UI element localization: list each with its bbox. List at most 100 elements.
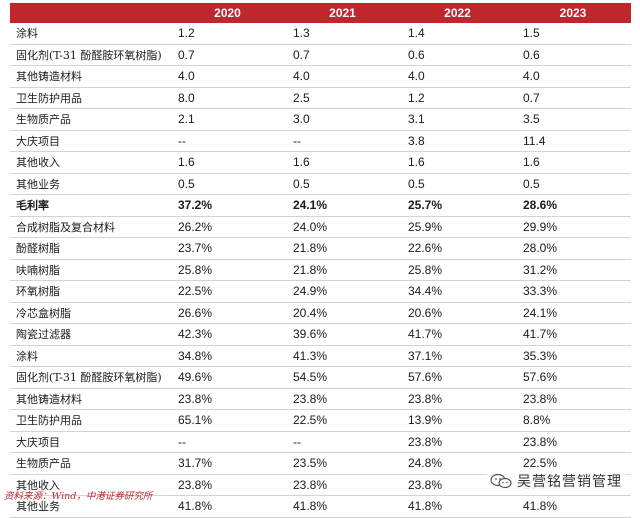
header-year-2021: 2021 bbox=[329, 6, 356, 20]
table-row: 环氧树脂 22.5% 24.9% 34.4% 33.3% bbox=[10, 281, 631, 303]
table-header: 2020 2021 2022 2023 bbox=[10, 3, 631, 23]
row-value: 1.2 bbox=[408, 90, 425, 105]
row-label: 大庆项目 bbox=[16, 435, 60, 449]
row-value: 28.0% bbox=[523, 241, 558, 256]
row-value: 28.6% bbox=[523, 198, 558, 213]
row-value: 41.7% bbox=[523, 327, 558, 342]
row-value: 1.5 bbox=[523, 26, 540, 41]
row-value: 23.8% bbox=[523, 434, 558, 449]
row-value: 23.8% bbox=[293, 391, 328, 406]
header-label-cell bbox=[10, 3, 170, 23]
row-value: 4.0 bbox=[523, 69, 540, 84]
row-label: 涂料 bbox=[16, 27, 38, 41]
row-value: 0.5 bbox=[408, 176, 425, 191]
row-value: 23.7% bbox=[178, 241, 213, 256]
row-value: 1.4 bbox=[408, 26, 425, 41]
row-value: 41.8% bbox=[523, 499, 558, 514]
row-value: 24.0% bbox=[293, 219, 328, 234]
row-label: 环氧树脂 bbox=[16, 285, 60, 299]
row-value: 24.9% bbox=[293, 284, 328, 299]
row-value: 41.8% bbox=[293, 499, 328, 514]
row-value: 24.1% bbox=[523, 305, 558, 320]
header-year-2020: 2020 bbox=[214, 6, 241, 20]
table-row: 涂料 34.8% 41.3% 37.1% 35.3% bbox=[10, 346, 631, 367]
source-note: 资料来源：Wind，中港证券研究所 bbox=[4, 491, 153, 502]
row-value: 31.2% bbox=[523, 262, 558, 277]
row-value: 1.6 bbox=[293, 155, 310, 170]
table-row: 陶瓷过滤器 42.3% 39.6% 41.7% 41.7% bbox=[10, 324, 631, 346]
row-value: 34.8% bbox=[178, 348, 213, 363]
row-label: 其他铸造材料 bbox=[16, 70, 82, 84]
table-row: 卫生防护用品 65.1% 22.5% 13.9% 8.8% bbox=[10, 410, 631, 432]
row-value: 4.0 bbox=[178, 69, 195, 84]
watermark-text: 吴营铭营销管理 bbox=[517, 474, 622, 490]
row-value: 23.8% bbox=[408, 477, 443, 492]
row-value: 37.2% bbox=[178, 198, 213, 213]
row-value: -- bbox=[293, 434, 301, 449]
row-label: 涂料 bbox=[16, 349, 38, 363]
row-label: 酚醛树脂 bbox=[16, 242, 60, 256]
row-value: -- bbox=[293, 133, 301, 148]
table-row: 毛利率 37.2% 24.1% 25.7% 28.6% bbox=[10, 195, 631, 217]
table-row: 生物质产品 31.7% 23.5% 24.8% 22.5% bbox=[10, 453, 631, 475]
row-value: 8.0 bbox=[178, 90, 195, 105]
table-row: 卫生防护用品 8.0 2.5 1.2 0.7 bbox=[10, 88, 631, 109]
row-value: 3.8 bbox=[408, 133, 425, 148]
row-value: 0.5 bbox=[293, 176, 310, 191]
row-value: 22.5% bbox=[293, 413, 328, 428]
row-value: 23.8% bbox=[523, 391, 558, 406]
table-row: 酚醛树脂 23.7% 21.8% 22.6% 28.0% bbox=[10, 238, 631, 260]
row-value: 42.3% bbox=[178, 327, 213, 342]
row-value: 4.0 bbox=[293, 69, 310, 84]
table-row: 呋喃树脂 25.8% 21.8% 25.8% 31.2% bbox=[10, 260, 631, 281]
row-label: 其他收入 bbox=[16, 156, 60, 170]
table-row: 合成树脂及复合材料 26.2% 24.0% 25.9% 29.9% bbox=[10, 217, 631, 238]
row-value: 1.6 bbox=[523, 155, 540, 170]
row-label: 冷芯盒树脂 bbox=[16, 306, 71, 320]
row-label: 其他铸造材料 bbox=[16, 392, 82, 406]
row-label: 其他业务 bbox=[16, 177, 60, 191]
row-value: 23.5% bbox=[293, 456, 328, 471]
row-value: 23.8% bbox=[408, 434, 443, 449]
row-value: 2.5 bbox=[293, 90, 310, 105]
row-label: 陶瓷过滤器 bbox=[16, 328, 71, 342]
row-value: 49.6% bbox=[178, 370, 213, 385]
row-label: 卫生防护用品 bbox=[16, 91, 82, 105]
row-value: 1.6 bbox=[408, 155, 425, 170]
row-value: 8.8% bbox=[523, 413, 551, 428]
row-value: 23.8% bbox=[178, 477, 213, 492]
row-value: 2.1 bbox=[178, 112, 195, 127]
table-row: 固化剂(T-31 酚醛胺环氧树脂) 0.7 0.7 0.6 0.6 bbox=[10, 45, 631, 66]
row-label: 卫生防护用品 bbox=[16, 414, 82, 428]
row-value: 0.5 bbox=[523, 176, 540, 191]
row-value: 3.1 bbox=[408, 112, 425, 127]
row-value: 65.1% bbox=[178, 413, 213, 428]
row-value: 20.6% bbox=[408, 305, 443, 320]
row-label: 生物质产品 bbox=[16, 457, 71, 471]
row-value: 31.7% bbox=[178, 456, 213, 471]
row-value: 1.2 bbox=[178, 26, 195, 41]
row-value: 21.8% bbox=[293, 241, 328, 256]
row-label: 合成树脂及复合材料 bbox=[16, 220, 115, 234]
row-value: 0.7 bbox=[293, 47, 310, 62]
row-value: 35.3% bbox=[523, 348, 558, 363]
row-value: 57.6% bbox=[408, 370, 443, 385]
row-label: 固化剂(T-31 酚醛胺环氧树脂) bbox=[16, 371, 162, 385]
watermark: 吴营铭营销管理 bbox=[486, 469, 626, 493]
row-value: 41.3% bbox=[293, 348, 328, 363]
row-value: 41.7% bbox=[408, 327, 443, 342]
table-row: 固化剂(T-31 酚醛胺环氧树脂) 49.6% 54.5% 57.6% 57.6% bbox=[10, 367, 631, 389]
table-body: 涂料 1.2 1.3 1.4 1.5 固化剂(T-31 酚醛胺环氧树脂) 0.7 0.7 0.6… bbox=[10, 23, 631, 518]
row-value: 25.9% bbox=[408, 219, 443, 234]
row-value: 25.7% bbox=[408, 198, 443, 213]
row-value: 39.6% bbox=[293, 327, 328, 342]
table-row: 其他铸造材料 23.8% 23.8% 23.8% 23.8% bbox=[10, 389, 631, 410]
row-value: 24.1% bbox=[293, 198, 328, 213]
table-row: 其他铸造材料 4.0 4.0 4.0 4.0 bbox=[10, 66, 631, 88]
row-value: 0.7 bbox=[178, 47, 195, 62]
row-value: 54.5% bbox=[293, 370, 328, 385]
header-year-2022: 2022 bbox=[444, 6, 471, 20]
row-value: 37.1% bbox=[408, 348, 443, 363]
row-label: 生物质产品 bbox=[16, 113, 71, 127]
row-value: 23.8% bbox=[178, 391, 213, 406]
